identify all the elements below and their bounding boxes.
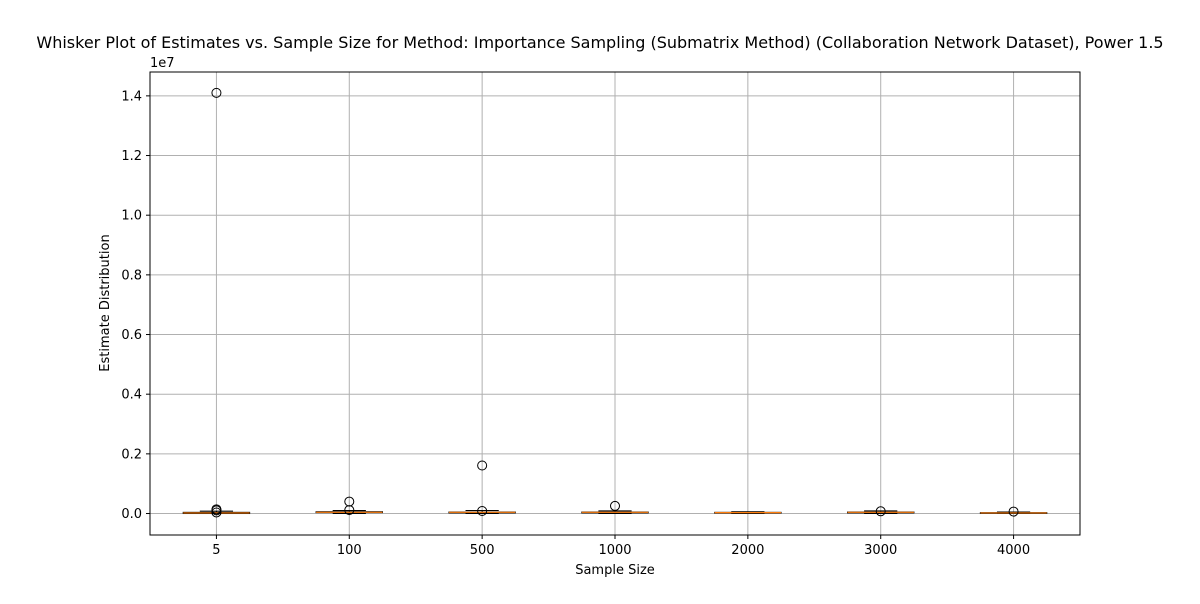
y-tick-label: 1.2 [121, 149, 142, 164]
plot-area-frame [149, 71, 1081, 536]
y-tick-label: 0.4 [121, 388, 142, 403]
x-tick-label: 100 [337, 543, 362, 558]
outlier-point [344, 496, 355, 507]
box-group-4000 [979, 506, 1048, 517]
x-axis-label: Sample Size [575, 563, 655, 578]
axis-ticks: 0.0 0.2 0.4 0.6 0.8 1.0 1.2 1.4 5 100 500 1000 2000 3… [121, 89, 1030, 558]
x-tick-label: 500 [470, 543, 495, 558]
x-tick-label: 3000 [864, 543, 897, 558]
y-axis-label: Estimate Distribution [98, 234, 113, 371]
box-layer [182, 87, 1048, 518]
box-group-2000 [714, 511, 782, 515]
x-tick-label: 1000 [598, 543, 631, 558]
outlier-point [211, 504, 222, 515]
box-group-5 [182, 87, 251, 518]
outlier-point [610, 500, 620, 511]
box-group-1000 [581, 500, 649, 515]
box-group-500 [448, 460, 516, 516]
y-tick-label: 0.0 [121, 507, 142, 522]
x-tick-label: 4000 [997, 543, 1030, 558]
y-tick-label: 1.4 [121, 89, 142, 104]
outlier-point [477, 505, 488, 516]
outlier-point [477, 460, 488, 471]
box-group-3000 [847, 506, 915, 517]
y-axis-offset-label: 1e7 [150, 56, 175, 71]
x-tick-label: 2000 [731, 543, 764, 558]
outlier-point [211, 87, 222, 98]
y-tick-label: 0.6 [121, 328, 142, 343]
outlier-point [875, 506, 886, 517]
chart-title: Whisker Plot of Estimates vs. Sample Siz… [36, 33, 1163, 52]
y-tick-label: 0.2 [121, 447, 142, 462]
y-tick-label: 0.8 [121, 268, 142, 283]
x-tick-label: 5 [212, 543, 220, 558]
grid-lines [150, 72, 1080, 535]
outlier-point [1008, 506, 1019, 517]
box-group-100 [315, 496, 384, 516]
y-tick-label: 1.0 [121, 209, 142, 224]
